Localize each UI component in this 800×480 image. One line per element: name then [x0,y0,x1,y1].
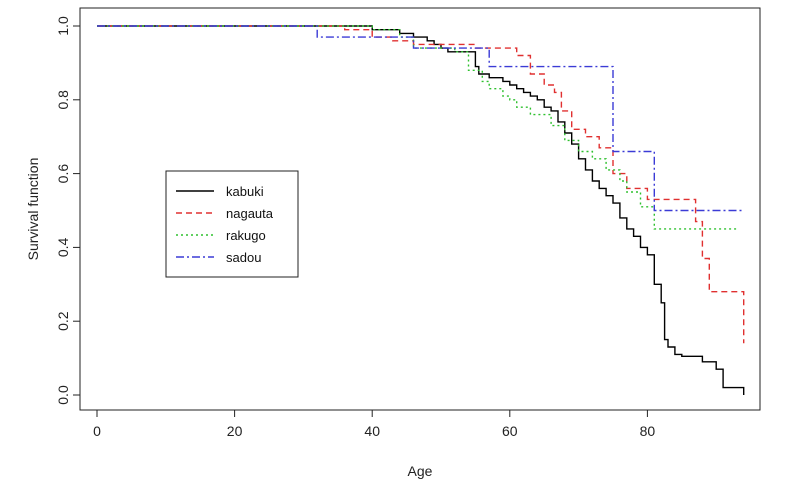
x-tick-label: 0 [93,423,101,439]
y-tick-label: 0.0 [55,385,71,405]
legend-box [165,170,299,278]
legend-label-nagauta: nagauta [226,206,274,221]
legend-label-rakugo: rakugo [226,228,266,243]
y-tick-label: 0.6 [55,164,71,184]
y-tick-label: 0.4 [55,237,71,257]
y-tick-label: 0.8 [55,90,71,110]
x-tick-label: 80 [640,423,656,439]
series-line-kabuki [97,25,745,395]
x-tick-label: 40 [364,423,380,439]
x-tick-label: 60 [502,423,518,439]
series-layer [97,25,745,395]
y-axis-title: Survival function [25,158,41,261]
legend-label-sadou: sadou [226,250,261,265]
y-tick-label: 0.2 [55,311,71,331]
y-ticks: 0.0 0.2 0.4 0.6 0.8 1.0 [55,16,80,405]
plot-frame [79,7,761,411]
legend-label-kabuki: kabuki [226,184,264,199]
series-line-nagauta [97,25,745,344]
x-axis-title: Age [408,463,433,479]
x-ticks: 0 20 40 60 80 [93,410,655,439]
x-tick-label: 20 [227,423,243,439]
legend: kabuki nagauta rakugo sadou [165,170,299,278]
axes [79,7,761,411]
series-line-sadou [97,25,744,212]
y-tick-label: 1.0 [55,16,71,36]
